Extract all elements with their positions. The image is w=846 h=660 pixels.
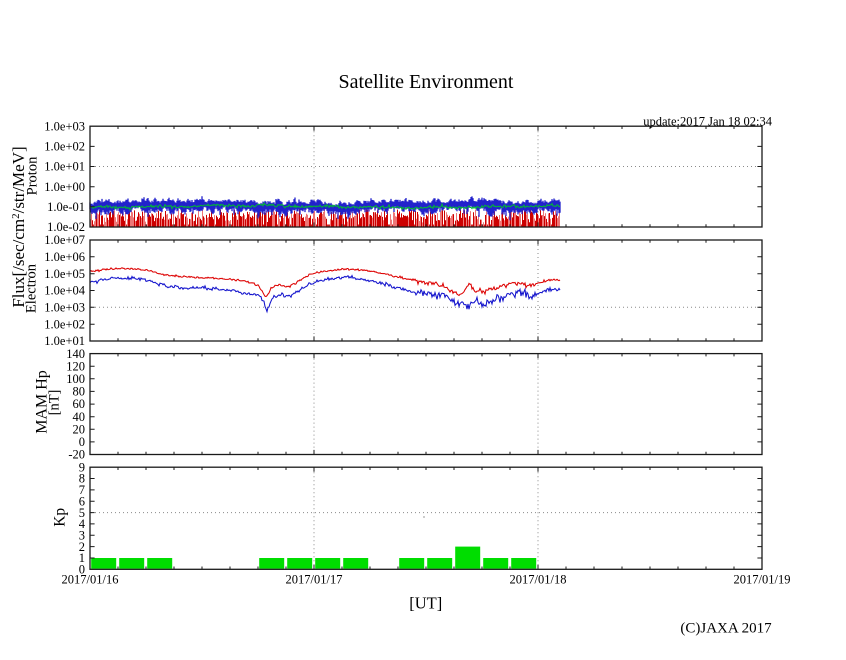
svg-text:2017/01/17: 2017/01/17 xyxy=(286,573,343,587)
svg-text:9: 9 xyxy=(79,460,85,474)
svg-text:40: 40 xyxy=(73,410,86,424)
svg-text:1.0e+07: 1.0e+07 xyxy=(44,233,85,247)
svg-text:4: 4 xyxy=(79,517,86,531)
svg-text:6: 6 xyxy=(79,494,85,508)
svg-text:update:2017 Jan 18 02:34: update:2017 Jan 18 02:34 xyxy=(643,114,773,128)
svg-text:Satellite Environment: Satellite Environment xyxy=(339,71,514,93)
svg-text:1.0e+01: 1.0e+01 xyxy=(44,160,85,174)
svg-text:1.0e-02: 1.0e-02 xyxy=(47,220,85,234)
svg-text:Kp: Kp xyxy=(52,508,69,527)
svg-text:2017/01/16: 2017/01/16 xyxy=(62,573,119,587)
svg-text:60: 60 xyxy=(73,397,86,411)
svg-text:140: 140 xyxy=(66,347,85,361)
svg-text:Flux[/sec/cm2/str/MeV]: Flux[/sec/cm2/str/MeV] xyxy=(9,146,28,307)
svg-text:1.0e+04: 1.0e+04 xyxy=(44,284,85,298)
svg-text:1.0e+03: 1.0e+03 xyxy=(44,301,85,315)
svg-text:100: 100 xyxy=(66,372,85,386)
svg-text:0: 0 xyxy=(79,435,85,449)
svg-text:0: 0 xyxy=(79,563,85,577)
svg-text:[nT]: [nT] xyxy=(46,390,62,416)
svg-text:2: 2 xyxy=(79,540,85,554)
svg-text:3: 3 xyxy=(79,529,85,543)
svg-text:1.0e+03: 1.0e+03 xyxy=(44,119,85,133)
svg-text:2017/01/19: 2017/01/19 xyxy=(734,573,791,587)
svg-text:1.0e+06: 1.0e+06 xyxy=(44,250,85,264)
svg-text:120: 120 xyxy=(66,359,85,373)
svg-text:-20: -20 xyxy=(68,448,85,462)
svg-text:1.0e+02: 1.0e+02 xyxy=(44,140,85,154)
svg-text:1.0e+00: 1.0e+00 xyxy=(44,180,85,194)
svg-text:1.0e+01: 1.0e+01 xyxy=(44,334,85,348)
svg-text:1.0e-01: 1.0e-01 xyxy=(47,200,85,214)
svg-text:(C)JAXA 2017: (C)JAXA 2017 xyxy=(680,621,772,637)
svg-text:1: 1 xyxy=(79,551,85,565)
svg-text:[UT]: [UT] xyxy=(409,594,442,613)
svg-text:5: 5 xyxy=(79,506,85,520)
svg-text:1.0e+02: 1.0e+02 xyxy=(44,317,85,331)
svg-text:20: 20 xyxy=(73,423,86,437)
svg-text:MAM Hp: MAM Hp xyxy=(34,370,51,434)
svg-text:80: 80 xyxy=(73,385,86,399)
svg-text:Proton: Proton xyxy=(25,156,41,195)
svg-text:7: 7 xyxy=(79,483,85,497)
svg-text:2017/01/18: 2017/01/18 xyxy=(510,573,567,587)
svg-text:8: 8 xyxy=(79,472,85,486)
svg-text:Electron: Electron xyxy=(23,263,39,313)
svg-text:1.0e+05: 1.0e+05 xyxy=(44,267,85,281)
